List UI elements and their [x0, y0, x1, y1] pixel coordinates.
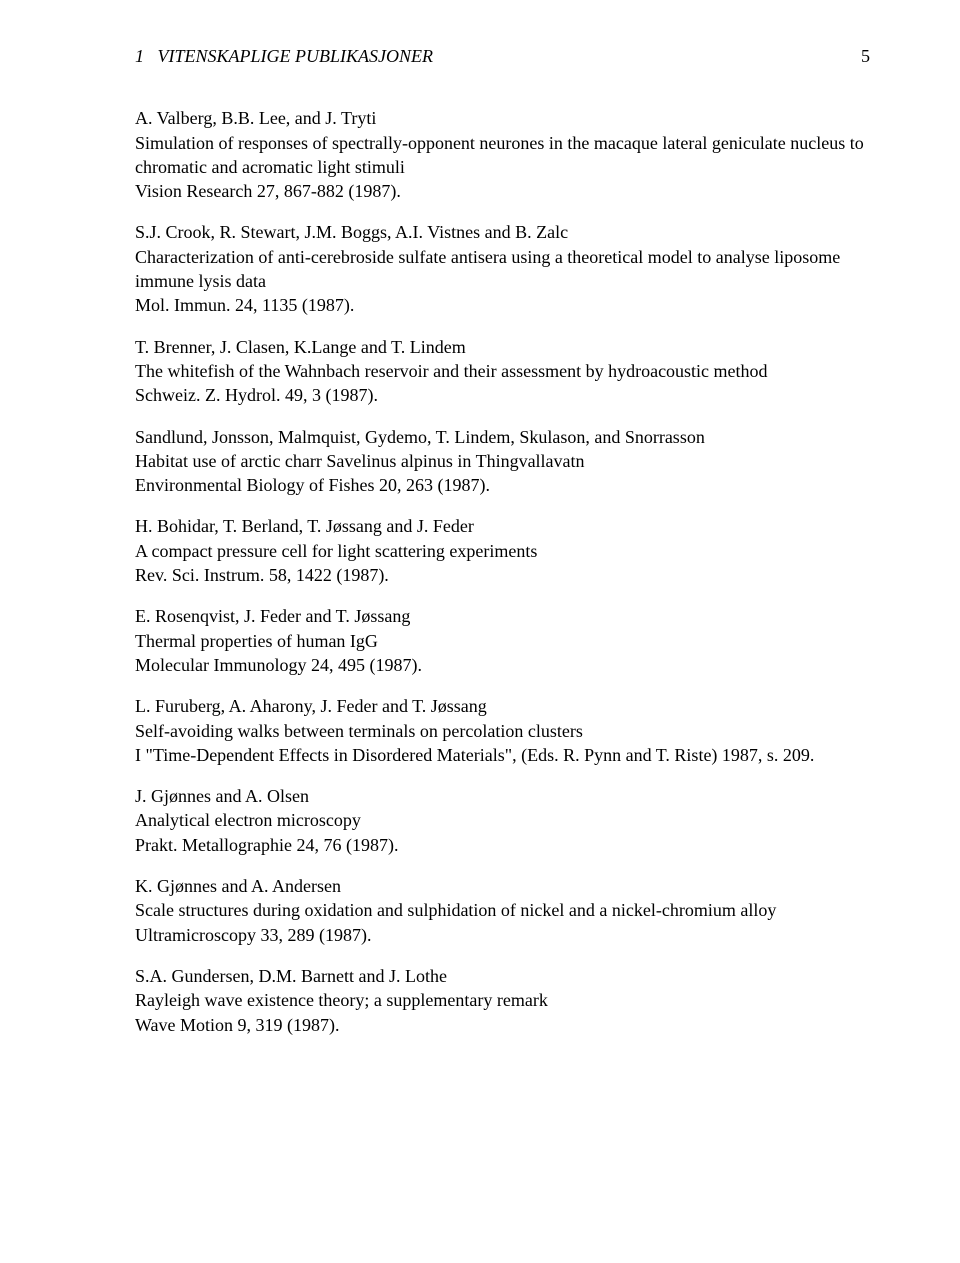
- entry-source: Environmental Biology of Fishes 20, 263 …: [135, 473, 870, 497]
- entry-title: Analytical electron microscopy: [135, 808, 870, 832]
- page-header: 1 VITENSKAPLIGE PUBLIKASJONER 5: [135, 44, 870, 68]
- bibliography-entry: H. Bohidar, T. Berland, T. Jøssang and J…: [135, 514, 870, 587]
- entry-title: Rayleigh wave existence theory; a supple…: [135, 988, 870, 1012]
- entry-source: Vision Research 27, 867-882 (1987).: [135, 179, 870, 203]
- entry-title: Self-avoiding walks between terminals on…: [135, 719, 870, 743]
- entry-authors: H. Bohidar, T. Berland, T. Jøssang and J…: [135, 514, 870, 538]
- bibliography-entry: T. Brenner, J. Clasen, K.Lange and T. Li…: [135, 335, 870, 408]
- entry-source: Schweiz. Z. Hydrol. 49, 3 (1987).: [135, 383, 870, 407]
- entry-authors: L. Furuberg, A. Aharony, J. Feder and T.…: [135, 694, 870, 718]
- entry-authors: Sandlund, Jonsson, Malmquist, Gydemo, T.…: [135, 425, 870, 449]
- entry-title: The whitefish of the Wahnbach reservoir …: [135, 359, 870, 383]
- bibliography-entry: A. Valberg, B.B. Lee, and J. Tryti Simul…: [135, 106, 870, 203]
- entry-source: Molecular Immunology 24, 495 (1987).: [135, 653, 870, 677]
- entry-title: Scale structures during oxidation and su…: [135, 898, 870, 922]
- entry-title: A compact pressure cell for light scatte…: [135, 539, 870, 563]
- entry-source: Mol. Immun. 24, 1135 (1987).: [135, 293, 870, 317]
- entry-title: Thermal properties of human IgG: [135, 629, 870, 653]
- bibliography-entry: E. Rosenqvist, J. Feder and T. Jøssang T…: [135, 604, 870, 677]
- bibliography-entry: S.A. Gundersen, D.M. Barnett and J. Loth…: [135, 964, 870, 1037]
- section-number: 1: [135, 46, 144, 66]
- entry-title: Simulation of responses of spectrally-op…: [135, 131, 870, 180]
- page-number: 5: [861, 44, 870, 68]
- entry-source: Prakt. Metallographie 24, 76 (1987).: [135, 833, 870, 857]
- entry-source: Rev. Sci. Instrum. 58, 1422 (1987).: [135, 563, 870, 587]
- entry-authors: A. Valberg, B.B. Lee, and J. Tryti: [135, 106, 870, 130]
- bibliography-entry: K. Gjønnes and A. Andersen Scale structu…: [135, 874, 870, 947]
- entry-authors: S.J. Crook, R. Stewart, J.M. Boggs, A.I.…: [135, 220, 870, 244]
- bibliography-entry: L. Furuberg, A. Aharony, J. Feder and T.…: [135, 694, 870, 767]
- bibliography-entry: S.J. Crook, R. Stewart, J.M. Boggs, A.I.…: [135, 220, 870, 317]
- header-section: 1 VITENSKAPLIGE PUBLIKASJONER: [135, 44, 433, 68]
- entry-source: Wave Motion 9, 319 (1987).: [135, 1013, 870, 1037]
- entry-authors: S.A. Gundersen, D.M. Barnett and J. Loth…: [135, 964, 870, 988]
- entry-authors: J. Gjønnes and A. Olsen: [135, 784, 870, 808]
- entry-authors: K. Gjønnes and A. Andersen: [135, 874, 870, 898]
- entry-title: Characterization of anti-cerebroside sul…: [135, 245, 870, 294]
- bibliography-entry: Sandlund, Jonsson, Malmquist, Gydemo, T.…: [135, 425, 870, 498]
- bibliography-entry: J. Gjønnes and A. Olsen Analytical elect…: [135, 784, 870, 857]
- entry-source: Ultramicroscopy 33, 289 (1987).: [135, 923, 870, 947]
- entry-source: I "Time-Dependent Effects in Disordered …: [135, 743, 870, 767]
- section-title: VITENSKAPLIGE PUBLIKASJONER: [158, 46, 433, 66]
- entry-authors: T. Brenner, J. Clasen, K.Lange and T. Li…: [135, 335, 870, 359]
- entry-authors: E. Rosenqvist, J. Feder and T. Jøssang: [135, 604, 870, 628]
- entry-title: Habitat use of arctic charr Savelinus al…: [135, 449, 870, 473]
